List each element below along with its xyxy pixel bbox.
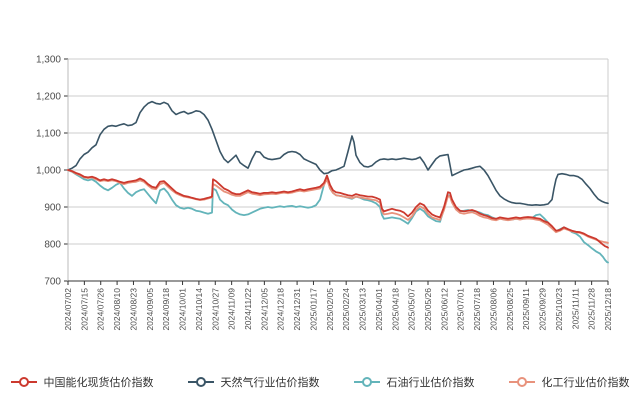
y-axis-label: 900 [44, 203, 61, 214]
y-axis-label: 1,200 [36, 92, 61, 103]
x-axis-label: 2025/12/18 [603, 288, 613, 331]
x-axis-label: 2024/10/01 [178, 288, 188, 331]
x-axis-label: 2024/12/05 [259, 288, 269, 331]
x-axis-label: 2025/07/01 [456, 288, 466, 331]
legend-line-circle-marker [353, 377, 380, 387]
series-line-3 [67, 169, 609, 249]
x-axis-label: 2025/08/25 [505, 288, 515, 331]
y-axis-label: 800 [44, 240, 61, 251]
legend-circle-icon [18, 377, 29, 387]
x-axis-label: 2024/12/18 [276, 288, 286, 331]
x-axis-label: 2024/11/09 [227, 288, 237, 330]
x-axis-label: 2025/02/05 [325, 288, 335, 331]
legend-circle-icon [361, 377, 372, 387]
x-axis-label: 2025/04/18 [390, 288, 400, 331]
legend-circle-icon [516, 377, 527, 387]
x-axis-label: 2025/05/07 [407, 288, 417, 331]
x-axis-label: 2024/07/26 [96, 288, 106, 331]
legend-item-natural-gas-index[interactable]: 天然气行业估价指数 [187, 374, 320, 390]
x-axis-label: 2025/06/12 [439, 288, 449, 331]
legend-label: 天然气行业估价指数 [220, 377, 320, 389]
x-axis-label: 2025/09/11 [521, 288, 531, 330]
x-axis-label: 2025/11/28 [587, 288, 597, 330]
x-axis-label: 2025/02/24 [341, 288, 351, 331]
legend-item-china-energy-chem-spot-index[interactable]: 中国能化现货估价指数 [10, 374, 154, 390]
series-line-2 [67, 169, 609, 244]
legend-line-circle-marker [187, 377, 214, 387]
x-axis-label: 2024/10/27 [210, 288, 220, 331]
legend-item-petroleum-index[interactable]: 石油行业估价指数 [353, 374, 475, 390]
x-axis-label: 2025/04/01 [374, 288, 384, 331]
x-axis-label: 2025/07/18 [472, 288, 482, 331]
x-axis-label: 2025/03/13 [358, 288, 368, 331]
x-axis-label: 2024/11/22 [243, 288, 253, 330]
x-axis-label: 2024/07/15 [79, 288, 89, 331]
x-axis-label: 2025/10/23 [554, 288, 564, 331]
x-axis-label: 2025/11/11 [570, 288, 580, 330]
y-axis-label: 1,100 [36, 129, 61, 140]
y-axis-label: 1,300 [36, 55, 61, 66]
x-axis-label: 2025/08/06 [488, 288, 498, 331]
x-axis-label: 2025/09/29 [538, 288, 548, 331]
y-axis-label: 700 [44, 277, 61, 288]
x-axis-label: 2024/12/31 [292, 288, 302, 331]
legend-item-chemical-index[interactable]: 化工行业估价指数 [508, 374, 630, 390]
y-axis-label: 1,000 [36, 166, 61, 177]
legend-line-circle-marker [10, 377, 37, 387]
series-line-0 [67, 100, 609, 206]
x-axis-label: 2024/10/14 [194, 288, 204, 331]
chart-legend: 中国能化现货估价指数 天然气行业估价指数 石油行业估价指数 化工行业估价指数 [0, 368, 640, 396]
legend-line-circle-marker [508, 377, 535, 387]
x-axis-label: 2024/08/23 [128, 288, 138, 331]
legend-label: 化工行业估价指数 [541, 377, 630, 389]
legend-label: 中国能化现货估价指数 [43, 377, 154, 389]
legend-label: 石油行业估价指数 [386, 377, 475, 389]
legend-circle-icon [195, 377, 206, 387]
x-axis-label: 2025/01/17 [308, 288, 318, 331]
x-axis-label: 2024/07/02 [63, 288, 73, 331]
x-axis-label: 2024/09/05 [145, 288, 155, 331]
x-axis-label: 2024/08/10 [112, 288, 122, 331]
x-axis-label: 2025/05/26 [423, 288, 433, 331]
x-axis-label: 2024/09/18 [161, 288, 171, 331]
